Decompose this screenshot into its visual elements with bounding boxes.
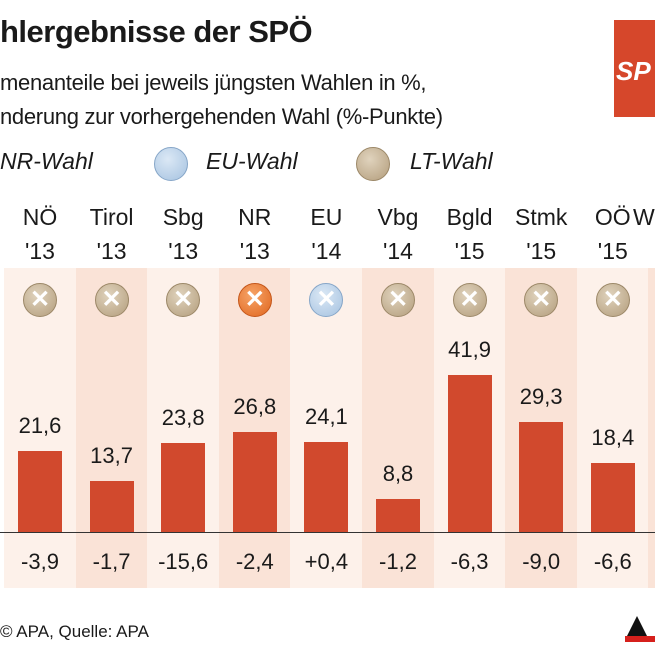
change-label: -2,4 (235, 549, 274, 574)
election-type-icon-lt: ✕ (94, 283, 129, 317)
category-label: NÖ '13 (4, 200, 76, 268)
bar (18, 451, 62, 532)
election-type-icon-lt: ✕ (23, 283, 57, 317)
bar (590, 463, 635, 532)
election-type-icon-lt: ✕ (595, 283, 630, 317)
spoe-logo: SP (614, 20, 655, 117)
column-bg (362, 268, 434, 588)
category-label: Tirol '13 (76, 200, 148, 268)
subtitle-line-2: nderung zur vorhergehenden Wahl (%-Punkt… (0, 104, 443, 129)
column-bg (75, 268, 148, 588)
bar (519, 422, 564, 532)
category-name: NR (238, 204, 272, 230)
value-label: 18,4 (591, 425, 635, 450)
change-label: -1,2 (379, 549, 417, 574)
category-name: NÖ (22, 204, 58, 230)
value-label: 29,3 (519, 384, 563, 410)
category-label: NR '13 (219, 200, 291, 268)
category-label: Vbg '14 (362, 200, 434, 268)
value-label: 26,8 (233, 393, 277, 419)
category-name: EU (310, 204, 343, 230)
bar (232, 431, 277, 532)
election-type-icon-lt: ✕ (166, 283, 201, 317)
change-label: -15,6 (158, 549, 209, 574)
column-bg (290, 268, 363, 588)
election-type-icon-eu: ✕ (309, 283, 344, 317)
election-type-icon-lt: ✕ (524, 283, 559, 317)
category-label: Bgld '15 (434, 200, 506, 268)
category-label: EU '14 (290, 200, 362, 268)
bar (89, 480, 134, 532)
election-type-icon-lt: ✕ (452, 283, 487, 317)
category-name: OÖ (594, 204, 631, 230)
change-label: -6,3 (450, 549, 489, 574)
category-label-partial: W (633, 204, 655, 230)
category-year: '13 (96, 238, 127, 264)
column-partial (648, 268, 655, 588)
x-axis-line (0, 532, 655, 533)
logo-text: SP (616, 56, 651, 86)
category-name: Stmk (514, 204, 568, 230)
election-type-icon-nr: ✕ (237, 283, 272, 317)
value-label: 24,1 (304, 403, 348, 429)
column-bg (218, 268, 291, 588)
value-label: 21,6 (18, 413, 62, 438)
category-name: Vbg (377, 204, 419, 230)
change-label: -9,0 (522, 549, 561, 574)
column-bg (4, 268, 76, 588)
category-year: '14 (383, 238, 413, 264)
category-year: '13 (239, 238, 270, 264)
bar (376, 499, 420, 532)
category-year: '13 (168, 238, 199, 264)
category-year: '15 (454, 238, 485, 264)
legend-nr-label: NR-Wahl (0, 148, 93, 174)
bar (161, 442, 206, 532)
value-label: 23,8 (161, 404, 205, 430)
category-label: Stmk '15 (505, 200, 577, 268)
change-label: -3,9 (21, 549, 59, 574)
chart-title: hlergebnisse der SPÖ (0, 14, 313, 49)
election-type-icon-lt: ✕ (381, 283, 415, 317)
category-year: '15 (526, 238, 557, 264)
change-label: -1,7 (92, 549, 131, 574)
value-label: 8,8 (382, 461, 414, 486)
category-year: '15 (597, 238, 628, 264)
category-year: '14 (311, 238, 342, 264)
category-name: Tirol (89, 204, 134, 230)
change-label: -6,6 (593, 549, 632, 574)
legend-lt-icon (356, 147, 390, 181)
column-bg (147, 268, 220, 588)
category-year: '13 (25, 238, 55, 264)
value-label: 13,7 (90, 442, 133, 468)
category-name: Sbg (162, 204, 204, 230)
category-label: Sbg '13 (147, 200, 219, 268)
category-name: Bgld (446, 204, 493, 230)
change-label: +0,4 (304, 549, 349, 574)
column-bg (576, 268, 649, 588)
legend-eu-icon (154, 147, 188, 181)
source-note: © APA, Quelle: APA (0, 622, 149, 641)
subtitle-line-1: menanteile bei jeweils jüngsten Wahlen i… (0, 70, 427, 95)
bar (447, 374, 492, 532)
apa-logo (625, 616, 655, 642)
legend-lt-label: LT-Wahl (410, 148, 493, 174)
value-label: 41,9 (448, 336, 491, 362)
legend-eu-label: EU-Wahl (206, 148, 298, 174)
bar (304, 441, 349, 532)
category-label: OÖ '15 (577, 200, 649, 268)
